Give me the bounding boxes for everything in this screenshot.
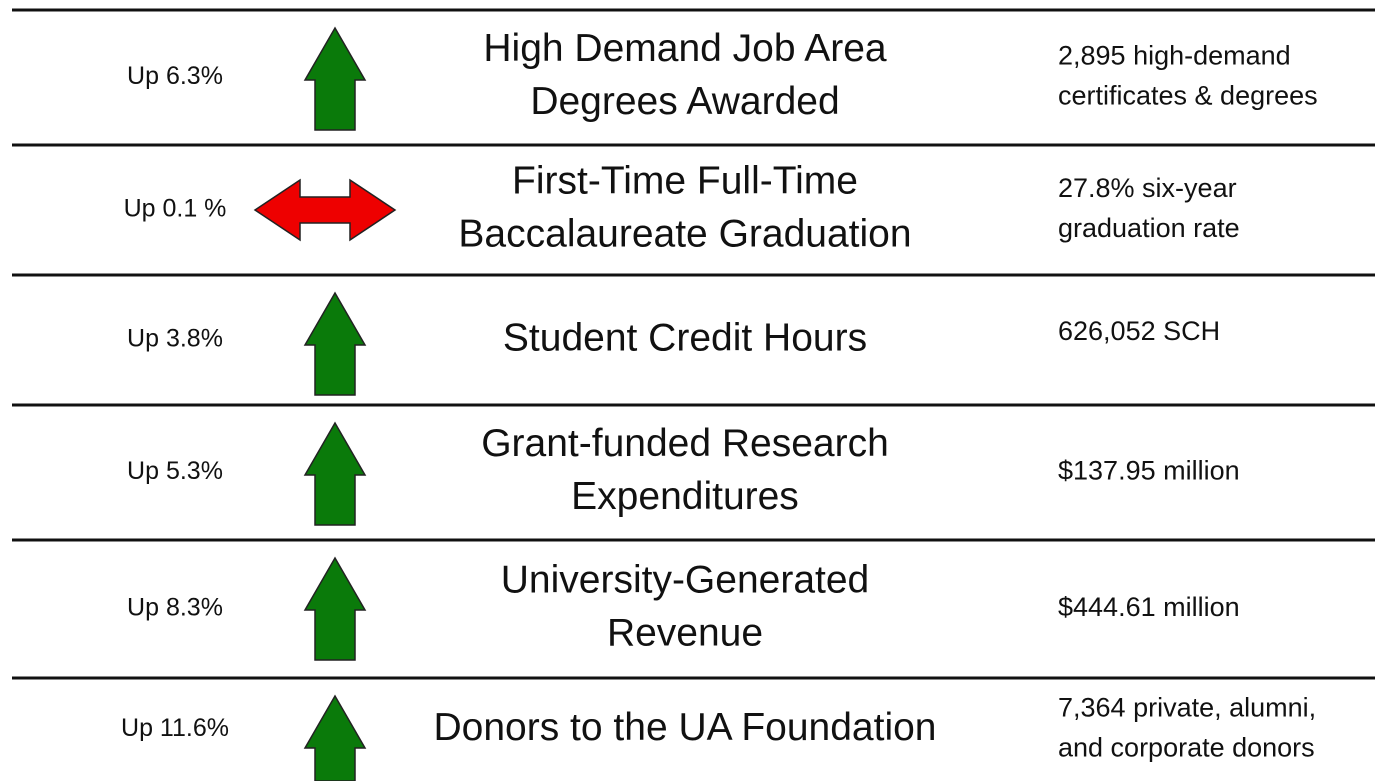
- indicator-value: 2,895 high-demand: [1058, 41, 1291, 71]
- change-label: Up 5.3%: [127, 457, 223, 485]
- indicator-title: Grant-funded Research: [481, 422, 889, 465]
- indicator-title: Revenue: [607, 611, 763, 654]
- indicator-title: Baccalaureate Graduation: [458, 212, 911, 255]
- indicator-title: Expenditures: [571, 475, 799, 518]
- change-label: Up 8.3%: [127, 594, 223, 622]
- change-label: Up 11.6%: [121, 714, 229, 742]
- indicator-value: $137.95 million: [1058, 456, 1240, 486]
- change-label: Up 3.8%: [127, 325, 223, 353]
- indicator-value: graduation rate: [1058, 213, 1240, 243]
- indicator-value: 27.8% six-year: [1058, 173, 1237, 203]
- indicator-title: Degrees Awarded: [530, 80, 839, 123]
- up-arrow: [303, 694, 367, 781]
- change-label: Up 0.1 %: [124, 195, 227, 223]
- up-arrow: [303, 26, 367, 131]
- indicator-title: First-Time Full-Time: [512, 159, 858, 202]
- up-arrow: [303, 556, 367, 661]
- indicator-title: Donors to the UA Foundation: [434, 706, 937, 749]
- indicator-title: Student Credit Hours: [503, 316, 867, 359]
- indicator-value: certificates & degrees: [1058, 81, 1318, 111]
- left-right-arrow: [253, 178, 397, 242]
- indicator-value: 7,364 private, alumni,: [1058, 693, 1316, 723]
- indicator-value: and corporate donors: [1058, 733, 1315, 763]
- up-arrow: [303, 291, 367, 396]
- up-arrow: [303, 421, 367, 526]
- indicator-value: $444.61 million: [1058, 592, 1240, 622]
- change-label: Up 6.3%: [127, 62, 223, 90]
- indicator-value: 626,052 SCH: [1058, 316, 1220, 346]
- indicator-title: High Demand Job Area: [483, 27, 887, 70]
- indicator-title: University-Generated: [501, 558, 869, 601]
